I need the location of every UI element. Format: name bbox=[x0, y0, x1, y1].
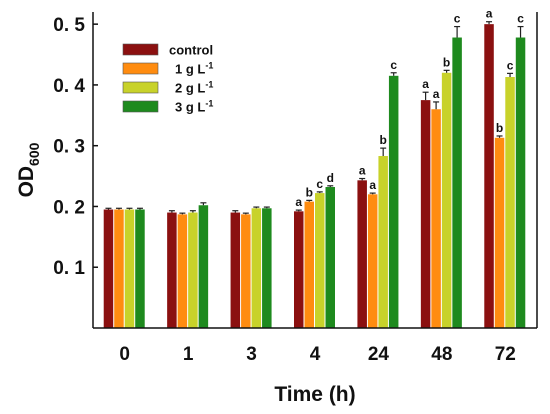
bar-3gL-1-4 bbox=[325, 187, 335, 328]
bar-2gL-1-24 bbox=[378, 156, 388, 328]
bar-control-72 bbox=[484, 24, 494, 329]
x-axis-title: Time (h) bbox=[274, 383, 355, 406]
legend-swatch-3gL-1 bbox=[122, 100, 159, 113]
bar-1gL-1-0 bbox=[114, 209, 124, 328]
bar-3gL-1-1 bbox=[198, 205, 209, 328]
bar-control-48 bbox=[420, 100, 431, 329]
y-axis-title-main: OD bbox=[15, 166, 38, 198]
significance-label: c bbox=[517, 12, 524, 26]
legend-label: 2 g L-1 bbox=[175, 80, 213, 96]
x-tick-label: 0 bbox=[119, 344, 130, 365]
bar-1gL-1-24 bbox=[367, 194, 378, 328]
legend-label-main: 2 g L bbox=[175, 81, 205, 96]
significance-label: b bbox=[496, 121, 503, 135]
bar-2gL-1-72 bbox=[505, 77, 515, 329]
legend-label-main: 1 g L bbox=[175, 62, 205, 77]
bar-3gL-1-72 bbox=[515, 37, 526, 329]
legend-label-main: control bbox=[169, 43, 213, 58]
y-tick-label: 0. 4 bbox=[53, 76, 85, 97]
x-tick-label: 48 bbox=[431, 344, 452, 365]
bar-3gL-1-48 bbox=[452, 37, 462, 329]
significance-label: c bbox=[507, 58, 514, 72]
significance-label: b bbox=[380, 133, 387, 147]
bar-2gL-1-3 bbox=[251, 208, 262, 328]
significance-label: c bbox=[454, 12, 461, 26]
bar-1gL-1-72 bbox=[494, 137, 505, 328]
y-tick-label: 0. 1 bbox=[53, 258, 85, 279]
bar-control-24 bbox=[357, 180, 367, 328]
legend-label: control bbox=[169, 43, 213, 58]
bar-control-3 bbox=[230, 212, 241, 328]
bar-1gL-1-4 bbox=[304, 201, 314, 328]
bar-3gL-1-24 bbox=[388, 75, 399, 328]
bar-1gL-1-48 bbox=[431, 109, 441, 328]
legend-label-superscript: -1 bbox=[205, 99, 213, 109]
legend-label-superscript: -1 bbox=[205, 80, 213, 90]
x-tick-label: 3 bbox=[246, 344, 257, 365]
legend-label: 3 g L-1 bbox=[175, 99, 213, 115]
significance-label: c bbox=[316, 177, 323, 191]
bar-1gL-1-1 bbox=[177, 214, 188, 328]
bar-control-4 bbox=[294, 211, 304, 328]
y-axis-title: OD600 bbox=[15, 142, 42, 197]
significance-label: a bbox=[422, 77, 429, 91]
significance-label: a bbox=[369, 178, 376, 192]
legend-swatch-1gL-1 bbox=[122, 62, 159, 75]
bar-1gL-1-3 bbox=[241, 214, 251, 328]
bar-2gL-1-1 bbox=[188, 212, 198, 328]
significance-label: b bbox=[443, 55, 450, 69]
significance-label: a bbox=[433, 87, 440, 101]
legend-swatch-2gL-1 bbox=[122, 81, 159, 94]
y-tick-label: 0. 5 bbox=[53, 15, 85, 36]
significance-label: a bbox=[359, 164, 366, 178]
bar-2gL-1-4 bbox=[315, 193, 325, 328]
legend-swatch-control bbox=[122, 43, 159, 56]
axes: 0. 1 0. 2 0. 3 0. 4 0. 5 0 1 3 4 24 48 72 Time (h) OD… bbox=[15, 12, 538, 406]
significance-label: a bbox=[486, 7, 493, 21]
y-tick-label: 0. 3 bbox=[53, 137, 85, 158]
significance-label: a bbox=[295, 195, 302, 209]
legend-label-main: 3 g L bbox=[175, 100, 205, 115]
legend-label: 1 g L-1 bbox=[175, 61, 213, 77]
x-tick-label: 24 bbox=[368, 344, 390, 365]
y-tick-label: 0. 2 bbox=[53, 197, 85, 218]
x-tick-label: 72 bbox=[495, 344, 516, 365]
x-tick-label: 1 bbox=[183, 344, 194, 365]
significance-label: c bbox=[390, 58, 397, 72]
x-tick-label: 4 bbox=[310, 344, 321, 365]
bar-3gL-1-0 bbox=[135, 209, 145, 328]
bar-3gL-1-3 bbox=[262, 208, 272, 328]
bar-2gL-1-0 bbox=[124, 209, 135, 328]
significance-label: b bbox=[306, 185, 313, 199]
bar-2gL-1-48 bbox=[441, 72, 452, 329]
legend-label-superscript: -1 bbox=[205, 61, 213, 71]
y-axis-title-subscript: 600 bbox=[26, 142, 42, 166]
bar-control-0 bbox=[103, 209, 114, 328]
significance-label: d bbox=[327, 171, 334, 185]
bar-control-1 bbox=[167, 212, 177, 328]
